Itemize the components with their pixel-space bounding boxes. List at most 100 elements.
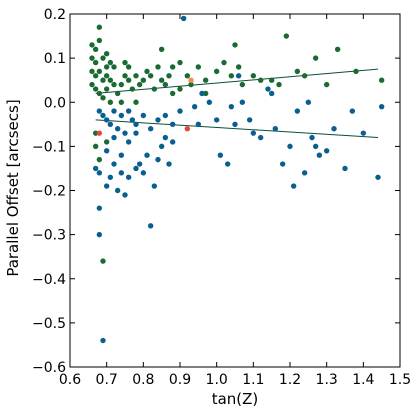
point-green xyxy=(103,86,110,92)
point-blue xyxy=(272,126,279,132)
point-green xyxy=(177,86,183,92)
fit-line-2 xyxy=(95,119,379,139)
point-green xyxy=(257,77,264,83)
point-blue xyxy=(118,170,125,176)
x-tick-label: 1.4 xyxy=(352,372,374,388)
point-green xyxy=(158,77,165,83)
point-blue xyxy=(213,117,220,123)
point-green xyxy=(100,258,106,264)
point-green xyxy=(122,59,128,66)
y-axis-label: Parallel Offset [arcsecs] xyxy=(4,99,22,276)
point-blue xyxy=(125,139,132,145)
point-blue xyxy=(96,231,103,238)
point-green xyxy=(92,86,99,92)
plot-layer xyxy=(89,15,385,344)
point-blue xyxy=(177,108,183,114)
point-green xyxy=(184,73,191,79)
point-green xyxy=(89,55,95,61)
point-green xyxy=(92,73,99,79)
point-blue xyxy=(92,165,99,172)
point-green xyxy=(136,81,143,88)
y-tick-label: 0.0 xyxy=(44,95,66,111)
point-green xyxy=(96,24,103,30)
y-tick-label: −0.3 xyxy=(32,228,66,244)
point-blue xyxy=(169,139,176,145)
point-blue xyxy=(250,130,257,136)
point-blue xyxy=(107,174,114,180)
point-green xyxy=(107,59,114,66)
point-orange xyxy=(188,77,194,83)
point-blue xyxy=(360,130,367,136)
x-tick-label: 1.1 xyxy=(242,372,264,388)
point-blue xyxy=(287,143,293,150)
point-green xyxy=(239,81,246,88)
point-blue xyxy=(301,170,308,176)
point-green xyxy=(235,64,242,70)
point-green xyxy=(151,86,158,92)
x-tick-label: 0.8 xyxy=(132,372,154,388)
point-green xyxy=(158,46,165,52)
point-blue xyxy=(195,121,202,128)
point-blue xyxy=(103,117,110,123)
point-green xyxy=(103,64,110,70)
point-blue xyxy=(349,108,356,114)
point-blue xyxy=(378,103,385,110)
x-tick-label: 1.0 xyxy=(206,372,228,388)
y-tick-label: 0.1 xyxy=(44,51,66,67)
y-tick-label: −0.6 xyxy=(32,360,66,376)
point-red xyxy=(184,126,191,132)
point-blue xyxy=(133,165,139,172)
x-tick-label: 1.5 xyxy=(389,372,411,388)
point-green xyxy=(111,64,117,70)
point-blue xyxy=(206,99,213,105)
point-green xyxy=(162,81,169,88)
y-tick-label: 0.2 xyxy=(44,7,66,23)
point-blue xyxy=(122,192,128,198)
point-blue xyxy=(257,134,264,141)
point-red xyxy=(96,130,103,136)
point-green xyxy=(96,156,103,163)
point-blue xyxy=(96,108,103,114)
point-green xyxy=(301,73,308,79)
point-blue xyxy=(140,112,147,119)
point-blue xyxy=(228,103,235,110)
point-blue xyxy=(155,156,161,163)
point-blue xyxy=(191,103,198,110)
point-blue xyxy=(133,121,139,128)
point-green xyxy=(92,143,99,150)
point-blue xyxy=(375,174,381,180)
point-blue xyxy=(158,143,165,150)
point-green xyxy=(166,73,172,79)
point-blue xyxy=(246,117,253,123)
point-green xyxy=(221,59,227,66)
point-green xyxy=(118,81,125,88)
point-blue xyxy=(232,121,238,128)
point-green xyxy=(107,99,114,105)
point-blue xyxy=(107,121,114,128)
y-tick-label: −0.2 xyxy=(32,184,66,200)
point-green xyxy=(89,81,95,88)
point-blue xyxy=(151,183,158,189)
point-blue xyxy=(217,152,224,158)
point-green xyxy=(100,77,106,83)
point-blue xyxy=(180,15,187,22)
point-green xyxy=(353,68,359,75)
point-green xyxy=(103,73,110,79)
point-green xyxy=(169,90,176,97)
point-green xyxy=(96,90,103,97)
x-axis-label: tan(Z) xyxy=(212,390,259,408)
point-green xyxy=(100,95,106,101)
point-blue xyxy=(129,117,136,123)
point-blue xyxy=(125,174,132,180)
point-blue xyxy=(111,134,117,141)
ticks-layer: 0.6 0.7 0.8 0.9 1.0 1.1 1.2 1.3 1.4 1.5 0.2 0.1 0.0 −… xyxy=(32,7,411,388)
point-blue xyxy=(305,99,312,105)
point-green xyxy=(213,68,220,75)
point-blue xyxy=(133,130,139,136)
point-green xyxy=(89,68,95,75)
point-blue xyxy=(323,148,330,154)
point-green xyxy=(118,99,125,105)
point-blue xyxy=(268,90,275,97)
point-blue xyxy=(103,148,110,154)
